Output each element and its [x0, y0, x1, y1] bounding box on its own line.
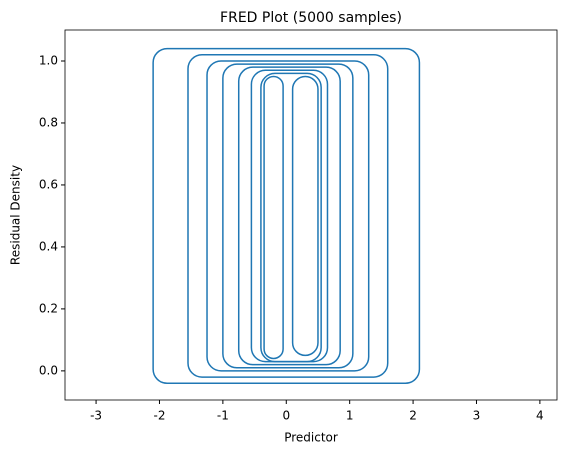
x-tick-label: 4 [536, 409, 544, 423]
contour [291, 75, 319, 357]
y-tick-label: 0.8 [39, 115, 58, 129]
chart-title: FRED Plot (5000 samples) [220, 10, 402, 26]
plot-frame [64, 29, 558, 401]
x-tick-label: -3 [90, 409, 102, 423]
y-tick-label: 0.2 [39, 301, 58, 315]
y-tick-label: 1.0 [39, 53, 58, 67]
contour [260, 72, 322, 363]
contour [187, 54, 389, 378]
y-tick-label: 0.6 [39, 177, 58, 191]
y-axis-label: Residual Density [9, 165, 23, 265]
y-tick-label: 0.4 [39, 239, 58, 253]
contour [237, 66, 341, 366]
contour [206, 60, 370, 372]
x-tick-label: 3 [473, 409, 481, 423]
x-tick-label: 1 [346, 409, 354, 423]
x-tick-label: -2 [153, 409, 165, 423]
x-tick-label: -1 [217, 409, 229, 423]
x-tick-label: 2 [409, 409, 417, 423]
contour [222, 63, 354, 369]
y-tick-label: 0.0 [39, 363, 58, 377]
contour [152, 47, 421, 385]
x-axis-label: Predictor [284, 431, 338, 445]
contour [263, 75, 284, 360]
contour [250, 69, 329, 363]
x-tick-label: 0 [282, 409, 290, 423]
